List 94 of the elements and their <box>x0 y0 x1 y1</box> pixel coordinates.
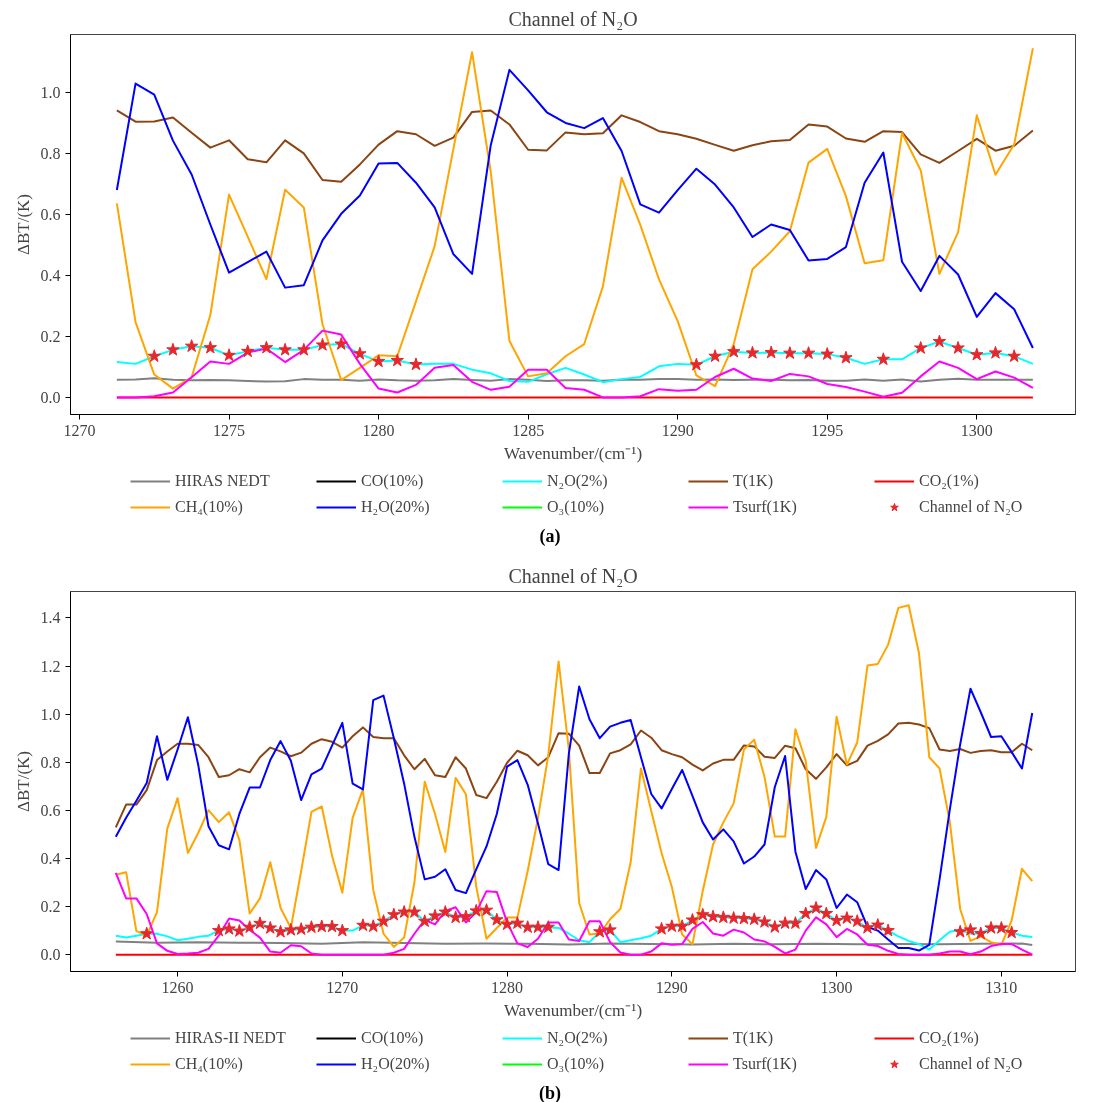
y-tick-label: 0.4 <box>40 849 61 867</box>
y-tick-label: 0.8 <box>40 753 61 771</box>
legend-label: CH₄(10%) <box>175 498 244 516</box>
text: (b) <box>539 1082 561 1102</box>
point <box>764 345 778 359</box>
y-axis-title: ΔBT/(K) <box>13 194 33 255</box>
point <box>353 346 367 360</box>
legend-label: CO(10%) <box>361 1029 425 1047</box>
point <box>727 344 741 358</box>
point <box>970 347 984 361</box>
point <box>914 341 928 354</box>
y-tick-label: 0.0 <box>40 946 61 964</box>
point <box>147 349 161 363</box>
point <box>932 334 947 348</box>
x-tick-label: 1260 <box>161 978 194 996</box>
y-tick-label: 0.6 <box>40 801 61 819</box>
x-tick-label: 1300 <box>960 421 993 439</box>
y-tick-label: 0.2 <box>40 898 61 916</box>
legend-label: T(1K) <box>733 1029 774 1047</box>
x-tick-label: 1270 <box>63 421 96 439</box>
y-tick-label: 1.4 <box>40 609 61 627</box>
point <box>988 345 1003 359</box>
line-series <box>114 685 1034 952</box>
line-series <box>114 604 1034 948</box>
legend-label: H₂O(20%) <box>361 498 431 516</box>
y-tick-label: 1.0 <box>40 705 61 723</box>
legend-label: T(1K) <box>733 472 774 490</box>
point <box>278 342 292 356</box>
point <box>1007 349 1021 363</box>
legend-label: O₃(10%) <box>547 498 606 516</box>
y-tick-label: 0.0 <box>40 388 61 406</box>
x-tick-label: 1280 <box>491 978 524 996</box>
line-series <box>114 871 1034 956</box>
legend-label: Tsurf(1K) <box>733 498 798 516</box>
x-tick-label: 1300 <box>820 978 853 996</box>
x-tick-label: 1290 <box>655 978 688 996</box>
x-axis-title: Wavenumber/(cm⁻¹) <box>503 443 643 463</box>
point <box>203 340 218 354</box>
x-tick-label: 1310 <box>985 978 1018 996</box>
point <box>801 346 816 359</box>
legend-label: H₂O(20%) <box>361 1055 431 1073</box>
chart-title: Channel of N₂O <box>508 7 638 30</box>
x-tick-label: 1285 <box>512 421 545 439</box>
legend-label: HIRAS NEDT <box>175 472 271 490</box>
legend-label: Channel of N₂O <box>919 498 1024 516</box>
point <box>315 337 330 351</box>
point <box>708 349 722 363</box>
point <box>241 344 255 358</box>
point <box>334 337 348 350</box>
y-tick-label: 1.2 <box>40 657 61 675</box>
line-series <box>115 329 1034 399</box>
point <box>371 354 386 368</box>
point <box>184 339 199 352</box>
legend-label: N₂O(2%) <box>547 1029 609 1047</box>
y-tick-label: 1.0 <box>40 83 61 101</box>
point <box>689 357 704 371</box>
x-tick-label: 1275 <box>213 421 246 439</box>
point <box>876 352 891 366</box>
x-tick-label: 1270 <box>326 978 359 996</box>
line-series <box>114 721 1034 829</box>
legend-label: CO₂(1%) <box>919 472 980 490</box>
point <box>951 341 965 354</box>
point <box>745 345 760 359</box>
point <box>839 350 853 364</box>
y-tick-label: 0.8 <box>40 144 61 162</box>
point <box>259 340 274 354</box>
legend-label: Tsurf(1K) <box>733 1055 798 1073</box>
point <box>783 346 797 359</box>
y-tick-label: 0.6 <box>40 205 61 223</box>
legend-label: CO₂(1%) <box>919 1029 980 1047</box>
line-series <box>115 109 1034 183</box>
text: (a) <box>539 525 561 548</box>
point <box>222 348 236 362</box>
y-axis-title: ΔBT/(K) <box>13 751 33 812</box>
chart-title: Channel of N₂O <box>508 564 638 587</box>
legend-label: Channel of N₂O <box>919 1055 1024 1073</box>
legend-label: O₃(10%) <box>547 1055 606 1073</box>
point <box>409 357 423 371</box>
point <box>390 353 404 367</box>
line-series <box>115 47 1034 390</box>
x-tick-label: 1280 <box>362 421 395 439</box>
line-series <box>115 68 1034 350</box>
point <box>166 342 180 356</box>
legend-label: HIRAS-II NEDT <box>175 1029 287 1047</box>
y-tick-label: 0.2 <box>40 327 61 345</box>
legend-label: CH₄(10%) <box>175 1055 244 1073</box>
x-axis-title: Wavenumber/(cm⁻¹) <box>503 1000 643 1020</box>
legend-label: N₂O(2%) <box>547 472 609 490</box>
legend-label: CO(10%) <box>361 472 425 490</box>
x-tick-label: 1290 <box>661 421 694 439</box>
x-tick-label: 1295 <box>811 421 844 439</box>
point <box>297 342 311 356</box>
y-tick-label: 0.4 <box>40 266 61 284</box>
point <box>820 347 834 360</box>
